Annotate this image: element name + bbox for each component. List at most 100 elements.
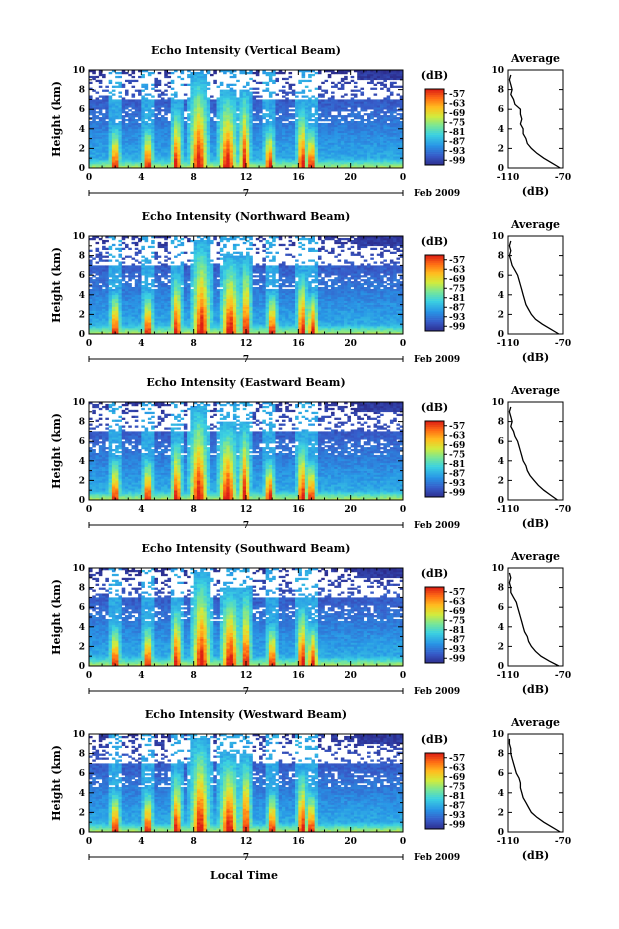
average-x-tick-label: -110 [497, 339, 520, 349]
x-tick-label: 0 [400, 837, 406, 847]
average-title: Average [510, 716, 560, 729]
average-y-tick-label: 4 [498, 789, 504, 799]
x-tick-label: 4 [138, 173, 144, 183]
y-tick-label: 2 [79, 310, 85, 320]
y-tick-label: 2 [79, 642, 85, 652]
date-suffix: Feb 2009 [414, 853, 460, 863]
average-x-tick-label: -70 [555, 671, 571, 681]
colorbar-tick-label: -57 [449, 256, 465, 266]
date-label: 7 [243, 853, 249, 863]
x-tick-label: 0 [86, 671, 92, 681]
y-tick-label: 0 [79, 164, 85, 174]
y-tick-label: 8 [79, 584, 85, 594]
colorbar-tick-label: -69 [449, 607, 465, 617]
x-tick-label: 20 [344, 505, 357, 515]
average-y-tick-label: 2 [498, 476, 504, 486]
colorbar-unit: (dB) [421, 733, 448, 746]
y-tick-label: 4 [79, 457, 85, 467]
x-tick-label: 4 [138, 837, 144, 847]
panel-title: Echo Intensity (Northward Beam) [142, 210, 351, 223]
figure: Echo Intensity (Vertical Beam)Height (km… [0, 0, 619, 929]
colorbar-tick-label: -69 [449, 275, 465, 285]
average-y-tick-label: 10 [491, 66, 504, 76]
x-tick-label: 0 [400, 671, 406, 681]
colorbar-tick-label: -99 [449, 488, 465, 498]
average-profile-line [509, 241, 559, 334]
average-profile-line [509, 739, 560, 832]
x-tick-label: 0 [86, 837, 92, 847]
y-axis-label: Height (km) [50, 745, 63, 821]
colorbar-tick-label: -69 [449, 109, 465, 119]
y-tick-label: 2 [79, 144, 85, 154]
y-tick-label: 4 [79, 623, 85, 633]
colorbar-tick-label: -87 [449, 137, 465, 147]
average-profile-line [509, 407, 557, 500]
y-axis-label: Height (km) [50, 579, 63, 655]
panel-2: Echo Intensity (Northward Beam)Height (k… [50, 210, 571, 365]
average-x-label: (dB) [522, 517, 549, 530]
average-y-tick-label: 4 [498, 623, 504, 633]
date-suffix: Feb 2009 [414, 189, 460, 199]
y-tick-label: 10 [72, 232, 85, 242]
x-tick-label: 0 [400, 339, 406, 349]
average-y-tick-label: 6 [498, 105, 504, 115]
y-tick-label: 6 [79, 769, 85, 779]
average-y-tick-label: 4 [498, 457, 504, 467]
y-axis-label: Height (km) [50, 413, 63, 489]
average-y-tick-label: 6 [498, 603, 504, 613]
y-tick-label: 6 [79, 105, 85, 115]
average-x-label: (dB) [522, 351, 549, 364]
colorbar-tick-label: -69 [449, 441, 465, 451]
x-tick-label: 16 [292, 339, 305, 349]
x-tick-label: 4 [138, 671, 144, 681]
date-label: 7 [243, 189, 249, 199]
colorbar-tick-label: -81 [449, 294, 465, 304]
y-tick-label: 4 [79, 789, 85, 799]
average-y-tick-label: 2 [498, 808, 504, 818]
average-frame [508, 402, 563, 500]
panels: Echo Intensity (Vertical Beam)Height (km… [50, 44, 571, 863]
colorbar-tick-label: -99 [449, 156, 465, 166]
panel-title: Echo Intensity (Westward Beam) [145, 708, 347, 721]
x-tick-label: 8 [191, 173, 197, 183]
panel-3: Echo Intensity (Eastward Beam)Height (km… [50, 376, 571, 531]
date-suffix: Feb 2009 [414, 687, 460, 697]
y-tick-label: 0 [79, 496, 85, 506]
x-tick-label: 20 [344, 837, 357, 847]
x-tick-label: 8 [191, 339, 197, 349]
colorbar-tick-label: -63 [449, 431, 465, 441]
colorbar-tick-label: -81 [449, 128, 465, 138]
colorbar-tick-label: -75 [449, 284, 465, 294]
y-tick-label: 10 [72, 564, 85, 574]
colorbar-tick-label: -81 [449, 792, 465, 802]
colorbar-tick-label: -93 [449, 479, 465, 489]
average-x-tick-label: -110 [497, 837, 520, 847]
heatmap-cells [89, 568, 403, 666]
colorbar-tick-label: -87 [449, 303, 465, 313]
colorbar-tick-label: -87 [449, 635, 465, 645]
y-tick-label: 6 [79, 437, 85, 447]
colorbar: (dB)-57-63-69-75-81-87-93-99 [421, 733, 465, 830]
average-x-tick-label: -70 [555, 173, 571, 183]
panel-4: Echo Intensity (Southward Beam)Height (k… [50, 542, 571, 697]
x-axis-label-local-time: Local Time [210, 869, 278, 882]
x-tick-label: 20 [344, 173, 357, 183]
colorbar-tick-label: -63 [449, 763, 465, 773]
colorbar-unit: (dB) [421, 567, 448, 580]
colorbar-unit: (dB) [421, 69, 448, 82]
colorbar: (dB)-57-63-69-75-81-87-93-99 [421, 69, 465, 166]
panel-1: Echo Intensity (Vertical Beam)Height (km… [50, 44, 571, 199]
average-y-tick-label: 2 [498, 144, 504, 154]
y-axis-label: Height (km) [50, 81, 63, 157]
y-tick-label: 0 [79, 330, 85, 340]
x-tick-label: 20 [344, 671, 357, 681]
colorbar-tick-label: -75 [449, 782, 465, 792]
x-tick-label: 12 [240, 339, 253, 349]
average-y-tick-label: 10 [491, 398, 504, 408]
x-tick-label: 4 [138, 505, 144, 515]
colorbar-tick-label: -87 [449, 469, 465, 479]
x-tick-label: 12 [240, 671, 253, 681]
